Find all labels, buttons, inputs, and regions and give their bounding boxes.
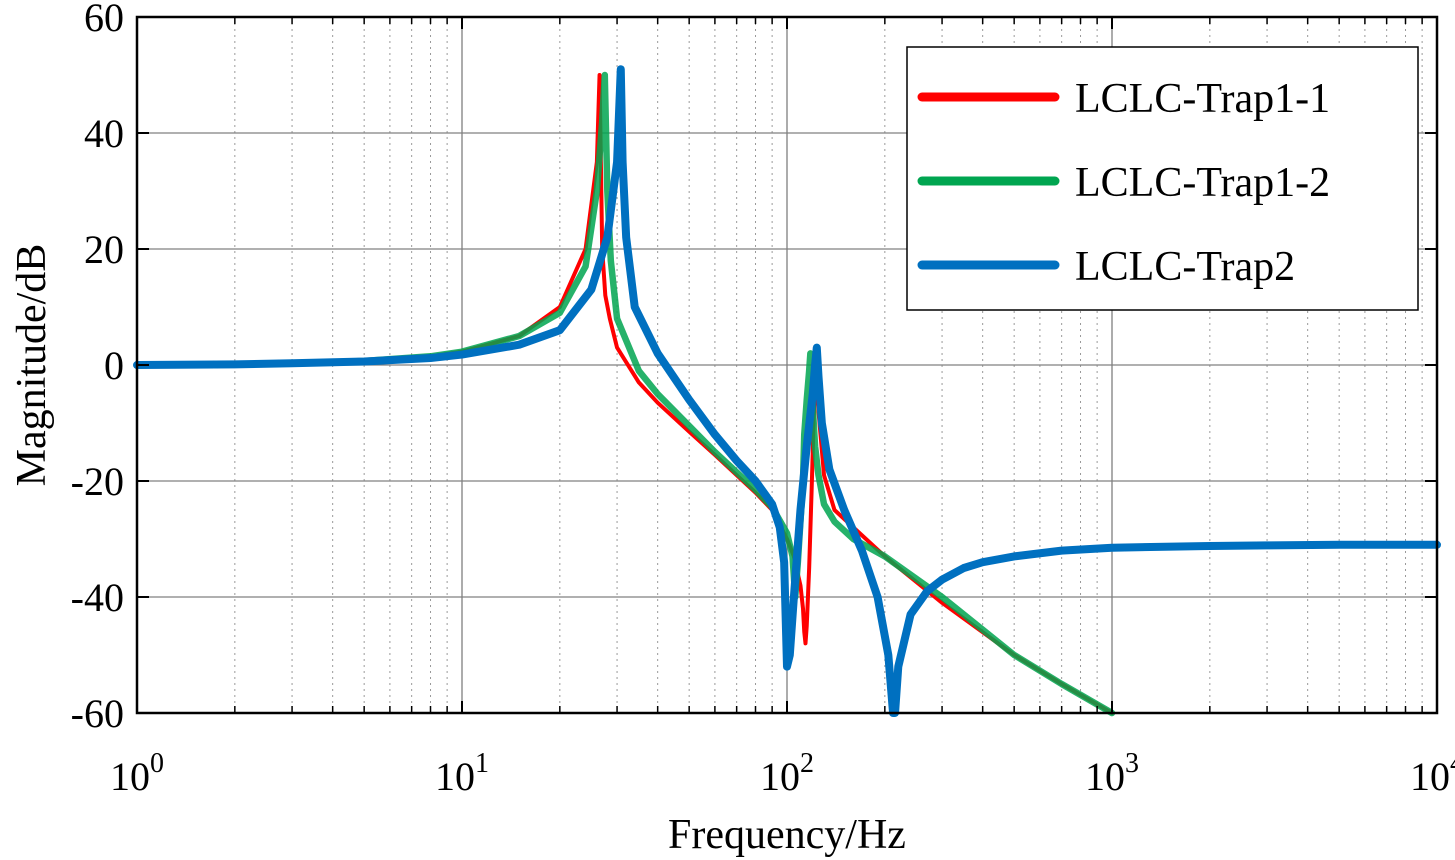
x-tick-label: 103 — [1085, 748, 1139, 799]
series-line-lclc-trap2 — [133, 65, 1441, 717]
x-tick-label: 104 — [1410, 748, 1455, 799]
series-layer — [133, 65, 1441, 717]
y-tick-label: -20 — [71, 459, 124, 504]
y-tick-label: 0 — [104, 343, 124, 388]
y-tick-label: -40 — [71, 575, 124, 620]
tick-layer — [136, 16, 1437, 714]
legend-label-trap1-2: LCLC-Trap1-2 — [1075, 160, 1330, 206]
x-axis-title: Frequency/Hz — [668, 812, 906, 858]
x-tick-labels: 100 101 102 103 104 — [110, 748, 1455, 799]
x-tick-label: 100 — [110, 748, 164, 799]
y-tick-label: 60 — [84, 0, 124, 40]
y-tick-labels: 60 40 20 0 -20 -40 -60 — [71, 0, 124, 736]
y-tick-label: -60 — [71, 691, 124, 736]
y-tick-label: 20 — [84, 227, 124, 272]
y-tick-label: 40 — [84, 111, 124, 156]
x-tick-label: 101 — [435, 748, 489, 799]
legend-label-trap1-1: LCLC-Trap1-1 — [1075, 76, 1330, 122]
x-tick-label: 102 — [760, 748, 814, 799]
legend-label-trap2: LCLC-Trap2 — [1075, 244, 1295, 290]
legend: LCLC-Trap1-1 LCLC-Trap1-2 LCLC-Trap2 — [906, 46, 1419, 311]
y-axis-title: Magnitude/dB — [9, 244, 55, 487]
